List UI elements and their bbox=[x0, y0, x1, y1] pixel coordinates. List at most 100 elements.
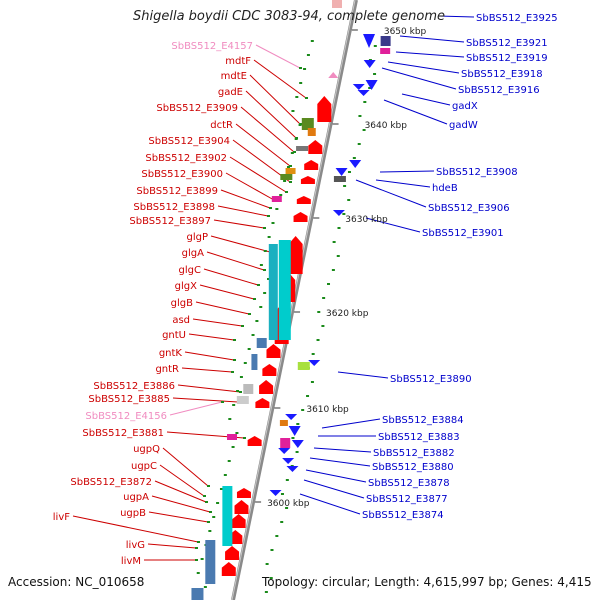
gc-dot bbox=[235, 432, 239, 434]
gc-dot bbox=[343, 185, 347, 187]
forward-gene-arrow bbox=[255, 398, 270, 408]
gc-dot bbox=[196, 572, 200, 574]
map-title: Shigella boydii CDC 3083-94, complete ge… bbox=[133, 9, 446, 24]
leader-line bbox=[181, 367, 233, 373]
gene-label-right: SbBS512_E3916 bbox=[458, 85, 540, 96]
gc-dot bbox=[342, 213, 346, 215]
gc-dot bbox=[264, 591, 268, 593]
gene-box bbox=[251, 354, 258, 370]
leader-line bbox=[399, 35, 465, 43]
reverse-gene-arrow bbox=[282, 458, 295, 464]
gc-dot bbox=[227, 460, 231, 462]
gene-label-left: SbBS512_E3909 bbox=[156, 103, 238, 114]
gene-label-left: ugpA bbox=[123, 492, 149, 503]
gc-dot bbox=[208, 530, 212, 532]
gc-dot bbox=[301, 409, 305, 411]
forward-gene-arrow bbox=[293, 212, 308, 222]
tick-label: 3600 kbp bbox=[267, 499, 310, 509]
gene-label-left: mdtF bbox=[225, 56, 251, 67]
gene-label-left: glgA bbox=[182, 248, 204, 259]
gene-box bbox=[380, 48, 391, 54]
gene-label-right: SbBS512_E3925 bbox=[476, 13, 558, 24]
label-leader-lines bbox=[72, 15, 475, 561]
leader-line bbox=[303, 479, 365, 499]
gc-dot bbox=[209, 511, 212, 513]
gc-dot bbox=[253, 298, 256, 300]
gene-features bbox=[191, 0, 391, 600]
gc-dot bbox=[358, 115, 362, 117]
reverse-gene-arrow bbox=[332, 210, 345, 216]
gc-dot bbox=[219, 488, 223, 490]
forward-gene-arrow bbox=[304, 160, 319, 170]
gene-label-left: SbBS512_E3881 bbox=[82, 428, 164, 439]
gc-dot bbox=[275, 208, 279, 210]
gc-dot bbox=[298, 124, 302, 126]
gene-label-left: SbBS512_E3872 bbox=[70, 477, 152, 488]
leader-line bbox=[172, 397, 239, 403]
gc-dot bbox=[311, 353, 315, 355]
gene-box bbox=[333, 176, 346, 182]
gc-dot bbox=[263, 227, 266, 229]
gc-dot bbox=[270, 549, 274, 551]
leader-line bbox=[159, 464, 205, 497]
gc-dot bbox=[207, 485, 210, 487]
gc-dot bbox=[317, 311, 321, 313]
reverse-gene-arrow bbox=[349, 160, 362, 168]
pseudo-gene-arrow bbox=[328, 72, 339, 78]
gc-dot bbox=[195, 547, 198, 549]
forward-gene-arrow bbox=[266, 344, 281, 358]
gc-dot bbox=[271, 222, 275, 224]
gc-dot bbox=[321, 325, 325, 327]
gc-dot bbox=[322, 297, 326, 299]
gene-box bbox=[279, 420, 288, 426]
gc-dot bbox=[337, 227, 341, 229]
gene-label-left: asd bbox=[172, 315, 190, 326]
gene-label-right: SbBS512_E3919 bbox=[466, 53, 548, 64]
gc-dot bbox=[203, 586, 207, 588]
gene-label-left: mdtE bbox=[221, 71, 247, 82]
leader-line bbox=[72, 515, 199, 543]
gc-dot bbox=[265, 563, 269, 565]
gc-dot bbox=[269, 577, 273, 579]
gene-box bbox=[332, 0, 342, 8]
gc-dot bbox=[357, 143, 361, 145]
leader-line bbox=[387, 61, 460, 74]
gc-dot bbox=[216, 502, 220, 504]
gc-dot bbox=[212, 516, 216, 518]
gene-label-left: gntK bbox=[159, 348, 183, 359]
leader-line bbox=[148, 511, 209, 523]
gc-dot bbox=[257, 284, 260, 286]
leader-line bbox=[381, 67, 457, 90]
leader-line bbox=[210, 235, 271, 253]
gc-dot bbox=[291, 437, 295, 439]
leader-line bbox=[321, 418, 381, 429]
gene-label-right: gadX bbox=[452, 101, 478, 112]
gc-dot bbox=[306, 395, 310, 397]
leader-line bbox=[255, 44, 301, 69]
gene-label-right: SbBS512_E3890 bbox=[390, 374, 472, 385]
leader-line bbox=[253, 59, 307, 99]
gene-box bbox=[256, 338, 267, 348]
gene-label-right: SbBS512_E3908 bbox=[436, 167, 518, 178]
gc-dot bbox=[200, 558, 204, 560]
gene-label-right: SbBS512_E3884 bbox=[382, 415, 464, 426]
gc-dot bbox=[294, 138, 298, 140]
gc-dot bbox=[363, 101, 367, 103]
gc-dot bbox=[291, 110, 295, 112]
gc-dot bbox=[280, 493, 284, 495]
gene-label-left: SbBS512_E4157 bbox=[171, 41, 253, 52]
gene-box bbox=[236, 396, 249, 404]
gc-dot bbox=[241, 325, 244, 327]
gene-label-left: gntU bbox=[162, 330, 186, 341]
leader-line bbox=[217, 205, 269, 217]
leader-line bbox=[245, 90, 297, 139]
gc-dot bbox=[228, 418, 232, 420]
gene-label-left: livG bbox=[126, 540, 145, 551]
gc-dot bbox=[347, 199, 351, 201]
gc-dot bbox=[275, 535, 279, 537]
gc-dot bbox=[248, 313, 251, 315]
gene-label-left: ugpB bbox=[120, 508, 146, 519]
gene-label-left: glgX bbox=[175, 281, 197, 292]
gene-box bbox=[227, 434, 238, 440]
gene-box bbox=[380, 36, 391, 46]
